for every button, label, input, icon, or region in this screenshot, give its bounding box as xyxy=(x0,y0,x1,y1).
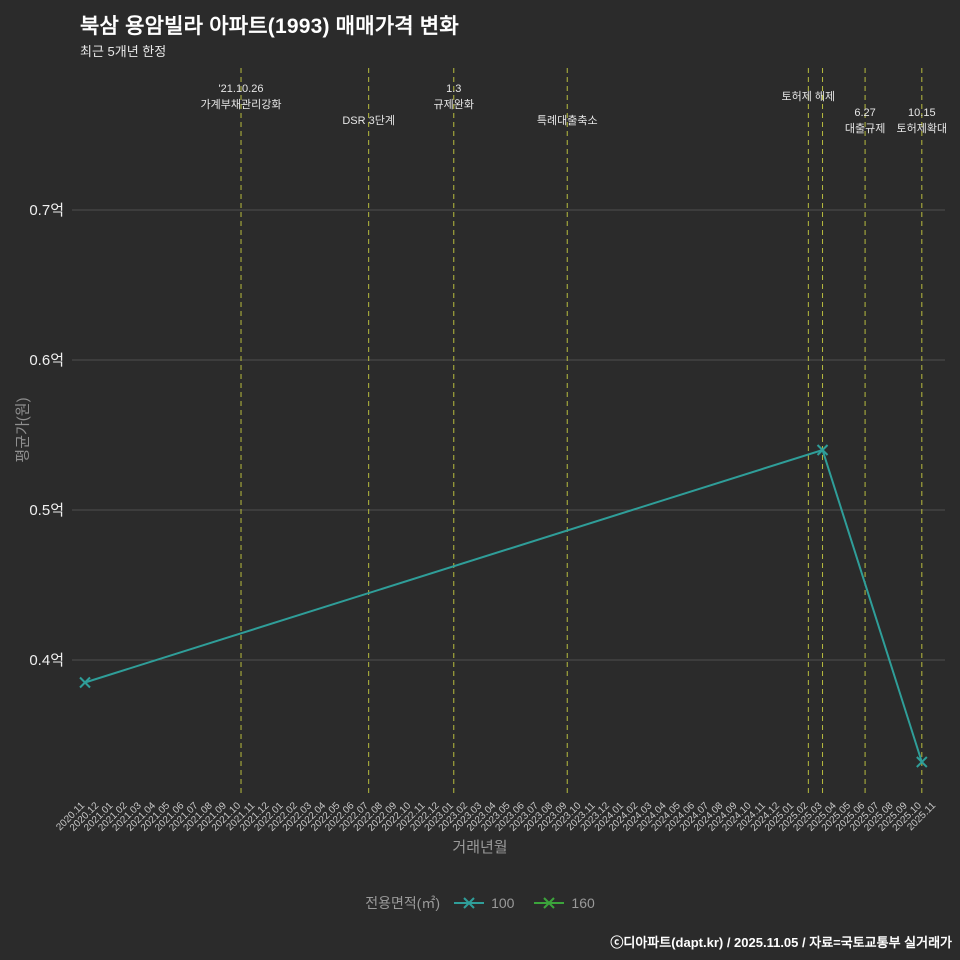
event-label: 1.3 xyxy=(446,83,461,95)
event-label: '21.10.26 xyxy=(219,83,264,95)
event-label: 10.15 xyxy=(908,107,936,119)
chart-title: 북삼 용암빌라 아파트(1993) 매매가격 변화 xyxy=(80,15,459,38)
y-tick-label: 0.6억 xyxy=(29,352,64,369)
legend-marker-icon xyxy=(454,897,485,909)
series-marker xyxy=(816,444,829,456)
series-marker xyxy=(916,756,928,768)
legend: 전용면적(㎡) 100 160 xyxy=(0,893,960,913)
legend-item-label: 160 xyxy=(571,895,595,911)
legend-marker-icon xyxy=(534,897,565,909)
legend-title: 전용면적(㎡) xyxy=(365,895,441,911)
series-marker xyxy=(79,676,91,689)
chart-subtitle: 최근 5개년 한정 xyxy=(80,44,167,59)
event-label: 특례대출축소 xyxy=(537,114,598,127)
event-label: DSR 3단계 xyxy=(342,114,395,127)
event-label: 토허제확대 xyxy=(897,122,948,135)
series-line-100 xyxy=(84,448,923,763)
y-tick-label: 0.5억 xyxy=(29,502,64,519)
event-label: 6.27 xyxy=(854,107,875,119)
event-label: 가계부채관리강화 xyxy=(201,98,282,111)
y-tick-label: 0.7억 xyxy=(29,202,64,219)
footer-credit: ⓒ디아파트(dapt.kr) / 2025.11.05 / 자료=국토교통부 실… xyxy=(610,935,952,950)
legend-item-label: 100 xyxy=(491,895,515,911)
event-label: 규제완화 xyxy=(434,98,474,111)
legend-items: 100 160 xyxy=(454,895,595,911)
event-label: 대출규제 xyxy=(845,122,885,135)
legend-item-100: 100 xyxy=(454,895,514,911)
y-tick-label: 0.4억 xyxy=(29,652,64,669)
plot-area: 0.4억0.5억0.6억0.7억2020.112020.122021.01202… xyxy=(29,68,948,834)
x-axis-title: 거래년월 xyxy=(452,839,508,856)
legend-item-160: 160 xyxy=(534,895,595,911)
event-label: 토허제 해제 xyxy=(782,89,836,103)
